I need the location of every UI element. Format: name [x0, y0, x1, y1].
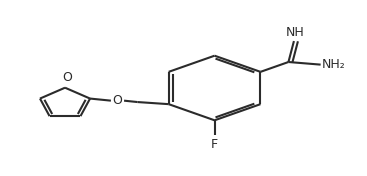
Text: NH: NH — [286, 26, 305, 39]
Text: O: O — [62, 71, 72, 84]
Text: NH₂: NH₂ — [322, 58, 346, 71]
Text: F: F — [211, 138, 218, 151]
Text: O: O — [113, 94, 123, 107]
